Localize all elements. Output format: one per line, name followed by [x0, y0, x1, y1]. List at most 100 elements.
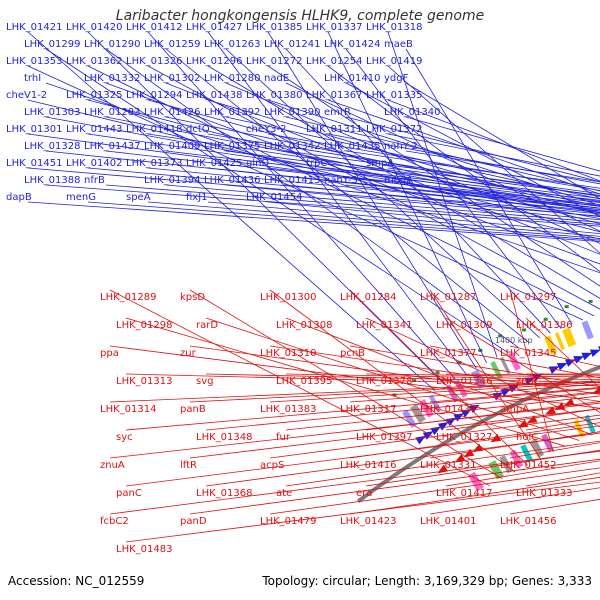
forward-gene-leader: [27, 31, 436, 391]
forward-gene-leader: [207, 31, 467, 374]
forward-gene-leader: [87, 201, 600, 241]
forward-gene-leader: [87, 31, 446, 386]
forward-gene-leader: [387, 31, 498, 358]
forward-gene-label: LHK_01263: [204, 39, 260, 50]
forward-gene-leader: [345, 82, 600, 218]
reverse-gene-leader: [445, 373, 600, 376]
forward-gene-leader: [285, 48, 551, 334]
forward-gene-leader: [165, 150, 600, 203]
accession-text: Accession: NC_012559: [8, 574, 145, 588]
reverse-gene-label: syc: [116, 432, 133, 443]
forward-gene-label: LHK_01394: [144, 175, 200, 186]
reverse-gene-label: LHK_01287: [420, 292, 476, 303]
forward-gene-leader: [45, 82, 600, 274]
forward-gene-label: LHK_01437: [84, 141, 140, 152]
reverse-gene-label: LHK_01314: [100, 404, 156, 415]
gc-mark: [588, 299, 593, 303]
reverse-gene-label: LHK_01378: [356, 376, 412, 387]
forward-gene-label: nfrB: [84, 175, 105, 186]
forward-gene-label: LHK_01409: [144, 141, 200, 152]
forward-gene-arrow: [453, 413, 465, 422]
forward-gene-label: LHK_01443: [66, 124, 122, 135]
reverse-gene-leader: [285, 395, 600, 431]
reverse-gene-arrow: [526, 415, 538, 424]
reverse-gene-leader: [445, 408, 600, 431]
reverse-gene-label: LHK_01456: [500, 516, 556, 527]
reverse-gene-leader: [429, 345, 600, 379]
forward-gene-leader: [165, 184, 600, 223]
forward-gene-label: LHK_01241: [264, 39, 320, 50]
reverse-gene-label: LHK_01331: [420, 460, 476, 471]
reverse-gene-label: LHK_01452: [500, 460, 556, 471]
feature-block: [499, 356, 511, 375]
gc-mark: [412, 379, 417, 383]
forward-gene-arrow: [589, 349, 600, 358]
feature-block: [554, 332, 565, 351]
reverse-gene-label: holC: [516, 432, 538, 443]
forward-gene-leader: [225, 184, 600, 221]
forward-gene-label: nahY-2: [384, 141, 418, 152]
forward-gene-label: LHK_01421: [6, 22, 62, 33]
forward-gene-label: LHK_01362: [66, 56, 122, 67]
forward-gene-label: dctQ: [186, 124, 210, 135]
gc-mark: [435, 371, 440, 375]
reverse-gene-label: LHK_01341: [356, 320, 412, 331]
forward-gene-leader: [267, 133, 600, 191]
forward-gene-leader: [387, 133, 600, 177]
forward-gene-label: LHK_01332: [84, 73, 140, 84]
reverse-gene-label: fcbC2: [100, 516, 129, 527]
forward-gene-label: LHK_01451: [6, 158, 62, 169]
forward-gene-label: LHK_01419: [366, 56, 422, 67]
reverse-gene-label: LHK_01423: [340, 516, 396, 527]
forward-gene-label: LHK_01302: [144, 73, 200, 84]
forward-gene-label: LHK_01294: [126, 90, 182, 101]
reverse-gene-label: rarD: [196, 320, 218, 331]
forward-gene-arrow: [565, 359, 576, 367]
forward-gene-label: LHK_01375: [204, 141, 260, 152]
reverse-gene-leader: [365, 317, 600, 428]
reverse-gene-label: ate: [276, 488, 292, 499]
forward-gene-label: LHK_01418: [126, 124, 182, 135]
forward-gene-leader: [207, 99, 600, 216]
map-title: Laribacter hongkongensis HLHK9, complete…: [115, 8, 485, 24]
forward-gene-label: LHK_01373: [126, 158, 182, 169]
forward-gene-leader: [105, 184, 600, 225]
forward-gene-label: LHK_01259: [144, 39, 200, 50]
forward-gene-label: LHK_01438: [186, 90, 242, 101]
forward-gene-leader: [207, 201, 600, 237]
reverse-gene-leader: [349, 476, 600, 515]
forward-gene-label: cheY3-2: [246, 124, 286, 135]
reverse-gene-leader: [205, 432, 600, 487]
reverse-gene-leader: [189, 380, 600, 403]
forward-gene-label: maeB: [384, 39, 413, 50]
forward-gene-label: LHK_01424: [324, 39, 380, 50]
reverse-gene-label: pcnB: [340, 348, 365, 359]
reverse-gene-leader: [445, 460, 600, 487]
reverse-gene-leader: [429, 387, 600, 403]
forward-gene-label: LHK_01318: [366, 22, 422, 33]
forward-gene-leader: [45, 150, 600, 210]
reverse-gene-leader: [125, 425, 600, 487]
reverse-gene-leader: [125, 387, 600, 431]
forward-gene-label: LHK_01454: [246, 192, 302, 203]
forward-gene-leader: [405, 150, 600, 183]
feature-block: [520, 444, 534, 463]
reverse-gene-label: LHK_01308: [276, 320, 332, 331]
gc-mark: [564, 305, 569, 309]
forward-gene-leader: [225, 150, 600, 199]
forward-gene-label: LHK_01272: [246, 56, 302, 67]
reverse-gene-label: ampA: [500, 404, 529, 415]
forward-gene-label: LHK_01388: [24, 175, 80, 186]
reverse-gene-leader: [509, 345, 600, 368]
reverse-gene-label: LHK_01383: [260, 404, 316, 415]
reverse-gene-leader: [269, 381, 600, 403]
forward-gene-arrow: [548, 366, 560, 374]
reverse-gene-leader: [269, 467, 600, 515]
forward-gene-label: LHK_01340: [384, 107, 440, 118]
forward-gene-leader: [327, 99, 600, 195]
reverse-gene-leader: [349, 422, 600, 459]
forward-gene-leader: [147, 201, 600, 239]
forward-gene-leader: [45, 184, 600, 227]
reverse-gene-label: LHK_01284: [340, 292, 396, 303]
